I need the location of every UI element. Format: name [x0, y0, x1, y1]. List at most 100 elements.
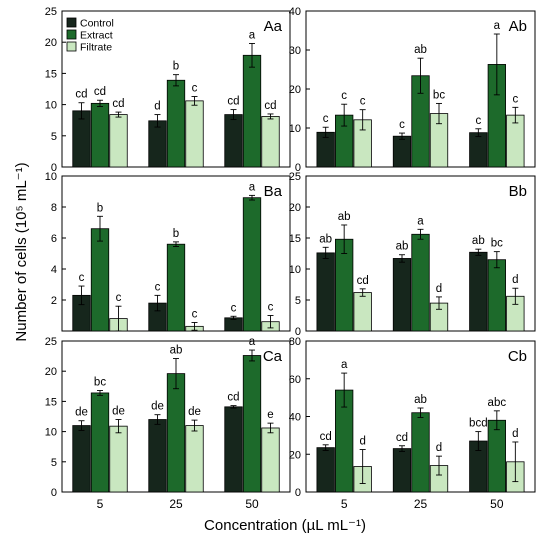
y-tick-label-ca: 5	[51, 457, 57, 469]
significance-letter-cb: ab	[414, 394, 427, 406]
y-tick-label-ab: 10	[289, 123, 301, 135]
bar-bb-control	[392, 258, 412, 332]
y-tick-label-bb: 10	[289, 264, 301, 276]
panel-label-ab: Ab	[509, 18, 527, 35]
x-tick-label-cb: 5	[341, 497, 348, 511]
significance-letter-ca: de	[112, 406, 125, 418]
x-axis-label: Concentration (µL mL⁻¹)	[204, 517, 366, 534]
significance-letter-ca: ab	[170, 345, 183, 357]
significance-letter-ca: de	[188, 406, 201, 418]
y-tick-label-ba: 2	[51, 295, 57, 307]
significance-letter-ca: e	[267, 409, 273, 421]
significance-letter-ba: b	[173, 228, 179, 240]
significance-letter-ca: cd	[227, 392, 239, 404]
bar-bb-control	[469, 251, 488, 332]
bar-aa-filtrate	[109, 114, 128, 168]
panel-label-bb: Bb	[509, 183, 527, 200]
bar-ca-filtrate	[261, 427, 280, 493]
bar-cb-control	[316, 447, 335, 493]
y-tick-label-aa: 25	[45, 6, 57, 18]
significance-letter-bb: ab	[319, 233, 332, 245]
significance-letter-ba: c	[192, 308, 198, 320]
y-tick-label-cb: 40	[289, 412, 301, 424]
significance-letter-aa: c	[192, 82, 198, 94]
bar-ca-extract	[242, 355, 262, 493]
panel-ba: 2 4 6 8 10 Ba c b c c b c c a c	[45, 171, 291, 332]
y-tick-label-ca: 20	[45, 366, 57, 378]
bar-aa-control	[148, 120, 167, 168]
significance-letter-bb: a	[417, 215, 424, 227]
significance-letter-cb: d	[436, 442, 442, 454]
significance-letter-ab: bc	[433, 89, 445, 101]
legend-label-control: Control	[80, 18, 114, 30]
x-tick-label-cb: 50	[490, 497, 504, 511]
significance-letter-bb: ab	[338, 211, 351, 223]
significance-letter-aa: cd	[112, 98, 124, 110]
y-tick-label-ca: 15	[45, 396, 57, 408]
y-tick-label-ab: 40	[289, 6, 301, 18]
y-tick-label-ab: 20	[289, 84, 301, 96]
bar-ca-control	[72, 425, 91, 493]
legend-swatch-extract	[66, 29, 77, 40]
bar-aa-control	[224, 114, 243, 168]
bar-aa-extract	[242, 54, 262, 168]
significance-letter-ca: bc	[94, 377, 106, 389]
significance-letter-ca: de	[75, 407, 88, 419]
y-tick-label-cb: 0	[295, 487, 301, 499]
significance-letter-cb: d	[512, 428, 518, 440]
y-axis-label: Number of cells (10⁵ mL⁻¹)	[13, 162, 30, 341]
bar-cb-extract	[411, 412, 430, 493]
bar-ab-control	[469, 132, 488, 168]
significance-letter-ba: c	[155, 281, 161, 293]
x-tick-label-ca: 50	[245, 497, 259, 511]
bar-bb-extract	[411, 233, 430, 332]
significance-letter-cb: bcd	[469, 418, 488, 430]
bar-ba-extract	[242, 197, 262, 332]
y-tick-label-bb: 5	[295, 295, 301, 307]
significance-letter-aa: cd	[227, 96, 239, 108]
y-tick-label-ca: 10	[45, 427, 57, 439]
bar-aa-filtrate	[185, 100, 204, 168]
y-tick-label-ba: 6	[51, 233, 57, 245]
significance-letter-bb: d	[436, 283, 442, 295]
significance-letter-bb: ab	[396, 241, 409, 253]
significance-letter-cb: abc	[488, 397, 507, 409]
significance-letter-aa: cd	[75, 89, 87, 101]
significance-letter-ba: a	[249, 181, 256, 193]
y-tick-label-aa: 10	[45, 100, 57, 112]
y-tick-label-ca: 25	[45, 336, 57, 348]
legend-label-extract: Extract	[80, 30, 113, 42]
significance-letter-ba: c	[268, 302, 274, 314]
significance-letter-ba: b	[97, 202, 103, 214]
y-tick-label-bb: 20	[289, 202, 301, 214]
significance-letter-aa: cd	[94, 86, 106, 98]
y-tick-label-aa: 5	[51, 131, 57, 143]
significance-letter-ab: c	[323, 113, 329, 125]
y-tick-label-aa: 15	[45, 68, 57, 80]
bar-ba-extract	[90, 228, 110, 332]
x-tick-label-cb: 25	[414, 497, 428, 511]
panel-label-cb: Cb	[508, 348, 527, 365]
y-tick-label-bb: 0	[295, 326, 301, 338]
significance-letter-ab: c	[512, 93, 518, 105]
bar-ca-control	[148, 419, 167, 493]
significance-letter-bb: cd	[357, 275, 369, 287]
legend-swatch-control	[66, 17, 77, 28]
y-tick-label-cb: 80	[289, 336, 301, 348]
bar-aa-extract	[90, 102, 110, 168]
y-tick-label-cb: 20	[289, 449, 301, 461]
y-tick-label-ab: 0	[295, 162, 301, 174]
y-tick-label-ba: 8	[51, 202, 57, 214]
panel-ca: 0 5 10 15 20 25 Ca 5 de bc de 25 de ab de 50 cd a e	[45, 336, 291, 511]
y-tick-label-ba: 10	[45, 171, 57, 183]
bar-ca-control	[224, 406, 243, 493]
significance-letter-ab: c	[360, 96, 366, 108]
bar-ba-extract	[166, 243, 186, 332]
significance-letter-ab: ab	[414, 44, 427, 56]
significance-letter-aa: a	[249, 29, 256, 41]
